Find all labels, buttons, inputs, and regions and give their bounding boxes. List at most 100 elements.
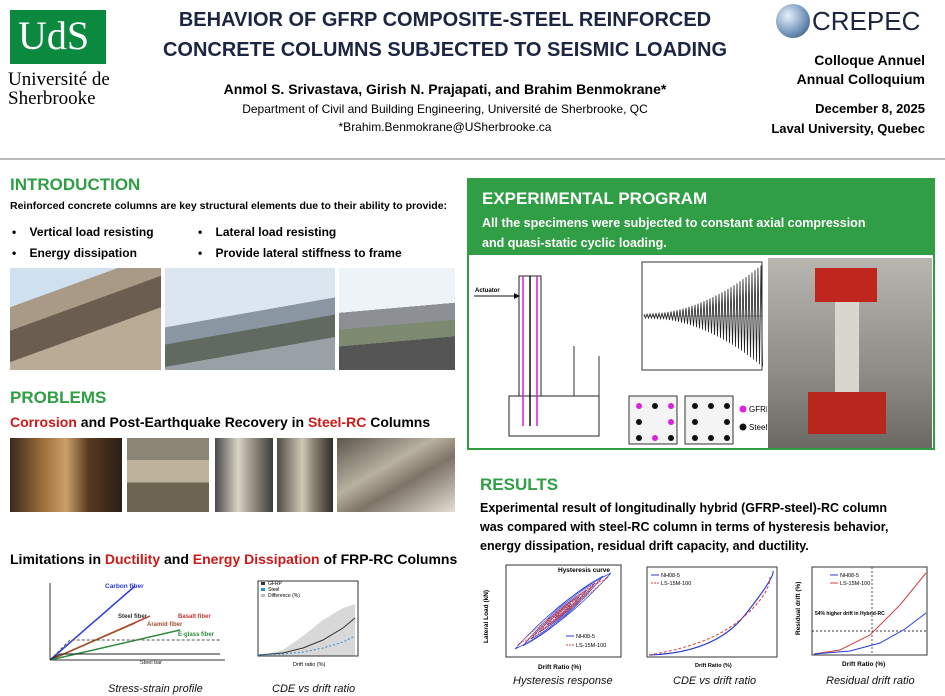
caption: Stress-strain profile [108, 683, 203, 695]
bar-dot [724, 419, 730, 425]
bar-dot [708, 435, 714, 441]
bullet: • Lateral load resisting [198, 225, 337, 239]
crepec-icon [776, 4, 810, 38]
limitations-part: Ductility [104, 551, 161, 567]
bar-dot [708, 403, 714, 409]
axis-label: Drift Ratio (%) [695, 663, 732, 669]
logo-text: Sherbrooke [8, 88, 96, 109]
legend: GFRP [268, 581, 283, 587]
photo [337, 438, 455, 512]
authors: Anmol S. Srivastava, Girish N. Prajapati… [223, 81, 667, 97]
divider [0, 158, 945, 160]
hysteresis-figure: Hysteresis curve Lateral Load (kN) Drift… [483, 564, 622, 671]
axis-label: Lateral Load (kN) [483, 590, 490, 643]
curve [49, 585, 136, 661]
bar-dot [668, 419, 674, 425]
curve [257, 635, 356, 656]
title: CONCRETE COLUMNS SUBJECTED TO SEISMIC LO… [162, 39, 728, 61]
loop [514, 572, 612, 650]
panel-text: All the specimens were subjected to cons… [482, 216, 866, 230]
fig-label: Steel bar [140, 660, 162, 666]
curve [49, 639, 220, 661]
photo-detail [808, 392, 886, 434]
results-text: was compared with steel-RC column in ter… [480, 520, 889, 534]
bar-dot [652, 435, 658, 441]
loop [555, 604, 571, 618]
loop [524, 579, 602, 643]
axis [257, 580, 359, 657]
subheading-part: and Post-Earthquake Recovery in [76, 414, 308, 430]
photo [127, 438, 209, 512]
protocol-curve [643, 265, 763, 367]
limitations-part: Limitations in [10, 551, 105, 567]
curve [813, 612, 927, 655]
axis-label: Residual drift (%) [795, 582, 802, 635]
annotation: 54% higher drift in Hybrid-RC [815, 611, 885, 617]
heading: INTRODUCTION [10, 175, 141, 194]
loop [530, 582, 596, 640]
loop [539, 591, 587, 631]
limitations-part: Energy Dissipation [192, 551, 320, 567]
legend: NH08-5 [576, 634, 595, 640]
legend-key [261, 582, 265, 585]
photo-detail [835, 302, 859, 392]
area [258, 604, 355, 656]
title: BEHAVIOR OF GFRP COMPOSITE-STEEL REINFOR… [178, 9, 712, 31]
axis [811, 566, 928, 656]
email: *Brahim.Benmokrane@USherbrooke.ca [338, 120, 552, 134]
bullet: • Vertical load resisting [12, 225, 154, 239]
cde-figure: GFRP Steel Difference (%) Drift ratio (%… [257, 580, 359, 668]
legend-key [739, 423, 747, 431]
photo [339, 268, 455, 370]
bar-dot [668, 403, 674, 409]
legend: Steel [268, 587, 279, 593]
bullet-text: Lateral load resisting [215, 225, 337, 239]
fig-label: Basalt fiber [178, 614, 211, 620]
photo [215, 438, 273, 512]
logo-box [10, 10, 106, 64]
bar-dot [636, 419, 642, 425]
bar-dot [724, 435, 730, 441]
g [514, 572, 612, 650]
stress-strain-figure: Carbon fiber Steel fiber Aramid fiber Ba… [49, 583, 225, 666]
results-text: energy dissipation, residual drift capac… [480, 539, 809, 553]
legend: Difference (%) [268, 593, 300, 599]
subheading: Corrosion and Post-Earthquake Recovery i… [10, 415, 430, 429]
legend: GFRP [749, 405, 767, 414]
caption: CDE vs drift ratio [673, 675, 757, 687]
intro-text: Reinforced concrete columns are key stru… [10, 200, 448, 212]
heading: EXPERIMENTAL PROGRAM [482, 189, 708, 208]
fig-label: Hysteresis curve [558, 567, 610, 574]
axis-label: Drift ratio (%) [293, 662, 326, 668]
date: December 8, 2025 [815, 101, 925, 116]
photo [10, 438, 122, 512]
axis-label: Drift Ratio (%) [538, 664, 581, 671]
bullet: • Provide lateral stiffness to frame [198, 246, 402, 260]
curve [49, 629, 181, 661]
curve [257, 617, 356, 656]
results-text: Experimental result of longitudinally hy… [480, 501, 887, 515]
curve [813, 572, 927, 655]
bar-dot [652, 403, 658, 409]
footing [508, 395, 600, 437]
bar-dot [692, 419, 698, 425]
location: Laval University, Quebec [771, 121, 925, 136]
caption: Residual drift ratio [826, 675, 915, 687]
limitations-part: of FRP-RC Columns [319, 551, 458, 567]
residual-figure: NH08-5 LS-15M-100 54% higher drift in Hy… [795, 566, 928, 668]
loop [517, 576, 609, 646]
legend-key [739, 405, 747, 413]
g [636, 403, 730, 441]
legend: LS-15M-100 [840, 581, 870, 587]
fig-label: Carbon fiber [105, 583, 144, 590]
heading: PROBLEMS [10, 388, 107, 407]
legend: Steel [749, 423, 767, 432]
loading-chart [641, 261, 763, 371]
heading: RESULTS [480, 475, 559, 494]
photo [277, 438, 333, 512]
limitations-part: and [160, 551, 193, 567]
bar-dot [692, 403, 698, 409]
event: Annual Colloquium [796, 71, 925, 87]
fig-label: Aramid fiber [147, 622, 183, 628]
